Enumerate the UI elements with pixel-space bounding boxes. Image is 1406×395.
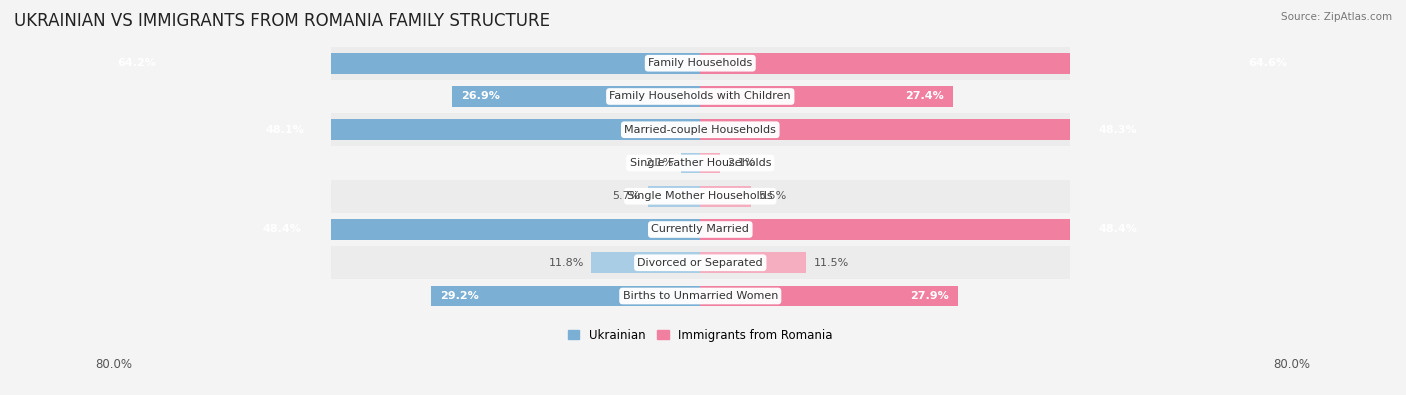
Text: 48.4%: 48.4% (1099, 224, 1137, 235)
Text: Births to Unmarried Women: Births to Unmarried Women (623, 291, 778, 301)
Text: 11.8%: 11.8% (548, 258, 583, 268)
Text: Family Households: Family Households (648, 58, 752, 68)
Bar (648, 186, 700, 207)
Text: Currently Married: Currently Married (651, 224, 749, 235)
Bar (330, 47, 1070, 80)
Bar (256, 119, 700, 140)
Text: 80.0%: 80.0% (1274, 358, 1310, 371)
Text: 26.9%: 26.9% (461, 92, 501, 102)
Bar (700, 119, 1146, 140)
Text: Single Father Households: Single Father Households (630, 158, 770, 168)
Bar (700, 219, 1147, 240)
Bar (700, 252, 807, 273)
Text: Family Households with Children: Family Households with Children (609, 92, 792, 102)
Text: Married-couple Households: Married-couple Households (624, 125, 776, 135)
Bar (451, 86, 700, 107)
Text: 29.2%: 29.2% (440, 291, 478, 301)
Bar (330, 213, 1070, 246)
Bar (330, 246, 1070, 279)
Bar (700, 153, 720, 173)
Bar (681, 153, 700, 173)
Text: 11.5%: 11.5% (814, 258, 849, 268)
Text: Divorced or Separated: Divorced or Separated (637, 258, 763, 268)
Bar (330, 147, 1070, 180)
Text: 64.2%: 64.2% (117, 58, 156, 68)
Text: 2.1%: 2.1% (645, 158, 673, 168)
Text: 2.1%: 2.1% (727, 158, 755, 168)
Text: 48.4%: 48.4% (263, 224, 301, 235)
Text: UKRAINIAN VS IMMIGRANTS FROM ROMANIA FAMILY STRUCTURE: UKRAINIAN VS IMMIGRANTS FROM ROMANIA FAM… (14, 12, 550, 30)
Text: 64.6%: 64.6% (1249, 58, 1288, 68)
Text: 48.3%: 48.3% (1098, 125, 1137, 135)
Text: Single Mother Households: Single Mother Households (627, 191, 773, 201)
Text: 48.1%: 48.1% (266, 125, 304, 135)
Text: Source: ZipAtlas.com: Source: ZipAtlas.com (1281, 12, 1392, 22)
Bar (700, 53, 1296, 73)
Bar (330, 113, 1070, 147)
Bar (430, 286, 700, 306)
Bar (700, 186, 751, 207)
Text: 80.0%: 80.0% (96, 358, 132, 371)
Text: 5.5%: 5.5% (758, 191, 787, 201)
Bar (592, 252, 700, 273)
Bar (700, 286, 957, 306)
Text: 27.4%: 27.4% (905, 92, 943, 102)
Bar (330, 279, 1070, 312)
Legend: Ukrainian, Immigrants from Romania: Ukrainian, Immigrants from Romania (562, 324, 838, 347)
Bar (330, 180, 1070, 213)
Text: 5.7%: 5.7% (612, 191, 640, 201)
Bar (253, 219, 700, 240)
Text: 27.9%: 27.9% (910, 291, 949, 301)
Bar (108, 53, 700, 73)
Bar (700, 86, 953, 107)
Bar (330, 80, 1070, 113)
